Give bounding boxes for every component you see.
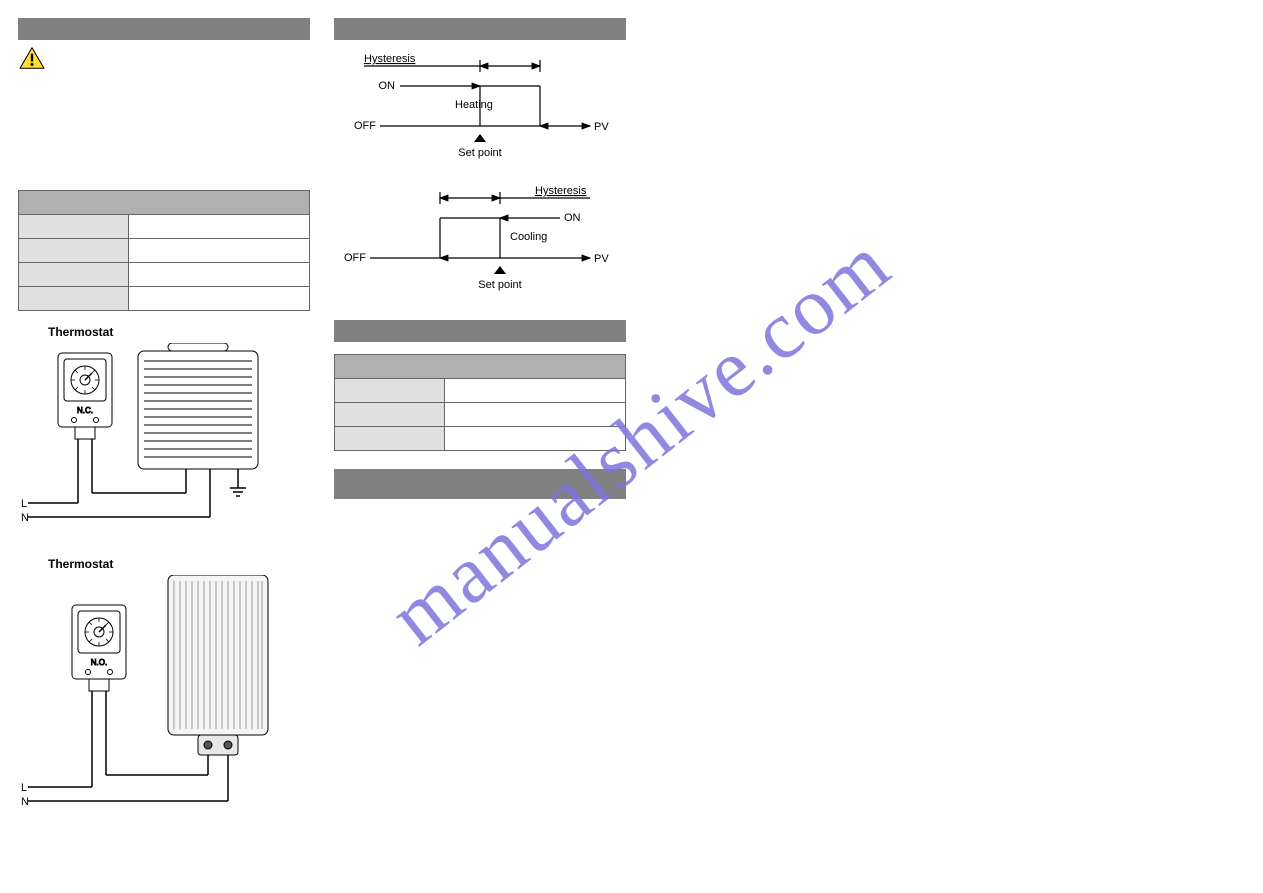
spec-key [335,403,445,427]
off-label: OFF [354,120,376,132]
hysteresis-heating-diagram: Hysteresis ON OFF PV Heating Set point [340,46,620,166]
spec-val [445,403,626,427]
table-row [335,379,626,403]
warning-block [18,46,310,70]
wiring-title-1: Thermostat [48,325,310,339]
wiring-title-2: Thermostat [48,557,310,571]
spec-table-right [334,354,626,451]
spec-val [129,239,310,263]
svg-text:N: N [21,796,29,808]
table-row [19,263,310,287]
svg-text:N.O.: N.O. [91,658,107,667]
on-label: ON [379,80,396,92]
wiring-diagram-nc: Thermostat [18,325,310,543]
table-row [335,403,626,427]
hysteresis-cooling-diagram: Hysteresis ON OFF PV Cooling Set point [340,178,620,308]
spec-key [19,239,129,263]
spec-header [19,191,310,215]
spec-val [129,215,310,239]
wiring-svg-no: N.O. [18,575,278,815]
section-bar-spec [334,320,626,342]
on-label: ON [564,212,581,224]
spec-key [19,215,129,239]
table-row [19,287,310,311]
section-bar-hysteresis [334,18,626,40]
spec-val [129,287,310,311]
setpoint-label: Set point [458,147,501,159]
hysteresis-label: Hysteresis [364,53,416,65]
setpoint-label: Set point [478,279,521,291]
svg-text:L: L [21,498,27,510]
table-row [19,239,310,263]
svg-text:L: L [21,782,27,794]
section-bar-other [334,469,626,499]
heating-label: Heating [455,99,493,111]
cooling-label: Cooling [510,231,547,243]
spec-key [335,379,445,403]
spec-key [335,427,445,451]
spec-val [129,263,310,287]
svg-text:N.C.: N.C. [77,406,93,415]
left-column: Thermostat [18,18,310,815]
spec-table-left [18,190,310,311]
warning-icon [18,46,46,70]
spec-key [19,287,129,311]
spec-key [19,263,129,287]
pv-label: PV [594,253,609,265]
table-row [19,215,310,239]
spec-val [445,427,626,451]
off-label: OFF [344,252,366,264]
svg-text:N: N [21,512,29,524]
wiring-diagram-no: Thermostat [18,557,310,815]
right-column: Hysteresis ON OFF PV Heating Set point [334,18,626,505]
wiring-svg-nc: N.C. [18,343,278,543]
section-bar-safety [18,18,310,40]
spec-val [445,379,626,403]
pv-label: PV [594,121,609,133]
spec-header [335,355,626,379]
hysteresis-label: Hysteresis [535,185,587,197]
table-row [335,427,626,451]
